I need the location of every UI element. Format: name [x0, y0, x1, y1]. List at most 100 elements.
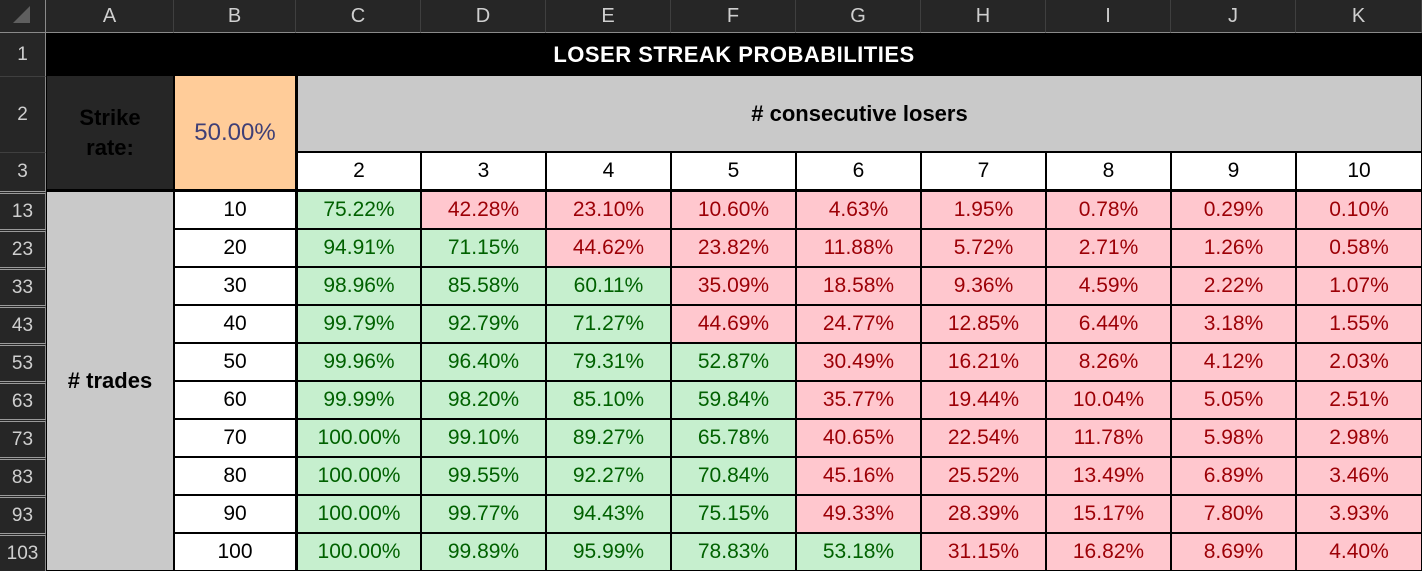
probability-cell[interactable]: 31.15% — [921, 533, 1046, 571]
probability-cell[interactable]: 4.12% — [1171, 343, 1296, 381]
trades-count-cell[interactable]: 80 — [174, 457, 296, 495]
row-header-3[interactable]: 3 — [0, 152, 46, 191]
probability-cell[interactable]: 96.40% — [421, 343, 546, 381]
probability-cell[interactable]: 3.46% — [1296, 457, 1422, 495]
streak-length-header-cell[interactable]: 8 — [1046, 152, 1171, 191]
probability-cell[interactable]: 12.85% — [921, 305, 1046, 343]
row-header-2[interactable]: 2 — [0, 76, 46, 152]
probability-cell[interactable]: 1.95% — [921, 191, 1046, 229]
probability-cell[interactable]: 8.26% — [1046, 343, 1171, 381]
trades-count-cell[interactable]: 70 — [174, 419, 296, 457]
trades-count-cell[interactable]: 10 — [174, 191, 296, 229]
probability-cell[interactable]: 2.98% — [1296, 419, 1422, 457]
probability-cell[interactable]: 10.60% — [671, 191, 796, 229]
probability-cell[interactable]: 24.77% — [796, 305, 921, 343]
row-header-83[interactable]: 83 — [0, 457, 46, 495]
row-header-33[interactable]: 33 — [0, 267, 46, 305]
probability-cell[interactable]: 92.79% — [421, 305, 546, 343]
trades-count-cell[interactable]: 90 — [174, 495, 296, 533]
probability-cell[interactable]: 16.82% — [1046, 533, 1171, 571]
probability-cell[interactable]: 40.65% — [796, 419, 921, 457]
probability-cell[interactable]: 1.55% — [1296, 305, 1422, 343]
probability-cell[interactable]: 11.78% — [1046, 419, 1171, 457]
strike-rate-value-cell[interactable]: 50.00% — [174, 76, 296, 191]
probability-cell[interactable]: 44.62% — [546, 229, 671, 267]
streak-length-header-cell[interactable]: 6 — [796, 152, 921, 191]
probability-cell[interactable]: 16.21% — [921, 343, 1046, 381]
probability-cell[interactable]: 23.10% — [546, 191, 671, 229]
probability-cell[interactable]: 1.26% — [1171, 229, 1296, 267]
probability-cell[interactable]: 22.54% — [921, 419, 1046, 457]
probability-cell[interactable]: 11.88% — [796, 229, 921, 267]
probability-cell[interactable]: 1.07% — [1296, 267, 1422, 305]
streak-length-header-cell[interactable]: 7 — [921, 152, 1046, 191]
probability-cell[interactable]: 3.93% — [1296, 495, 1422, 533]
probability-cell[interactable]: 85.58% — [421, 267, 546, 305]
probability-cell[interactable]: 75.22% — [296, 191, 421, 229]
title-cell[interactable]: LOSER STREAK PROBABILITIES — [46, 33, 1422, 76]
probability-cell[interactable]: 0.78% — [1046, 191, 1171, 229]
probability-cell[interactable]: 18.58% — [796, 267, 921, 305]
probability-cell[interactable]: 9.36% — [921, 267, 1046, 305]
streak-length-header-cell[interactable]: 9 — [1171, 152, 1296, 191]
probability-cell[interactable]: 35.09% — [671, 267, 796, 305]
probability-cell[interactable]: 71.27% — [546, 305, 671, 343]
probability-cell[interactable]: 95.99% — [546, 533, 671, 571]
probability-cell[interactable]: 35.77% — [796, 381, 921, 419]
probability-cell[interactable]: 4.63% — [796, 191, 921, 229]
probability-cell[interactable]: 7.80% — [1171, 495, 1296, 533]
row-header-73[interactable]: 73 — [0, 419, 46, 457]
probability-cell[interactable]: 13.49% — [1046, 457, 1171, 495]
strike-rate-label-cell[interactable]: Strike rate: — [46, 76, 174, 191]
probability-cell[interactable]: 92.27% — [546, 457, 671, 495]
probability-cell[interactable]: 100.00% — [296, 419, 421, 457]
probability-cell[interactable]: 99.89% — [421, 533, 546, 571]
trades-count-cell[interactable]: 100 — [174, 533, 296, 571]
probability-cell[interactable]: 99.10% — [421, 419, 546, 457]
probability-cell[interactable]: 2.51% — [1296, 381, 1422, 419]
probability-cell[interactable]: 2.22% — [1171, 267, 1296, 305]
row-header-103[interactable]: 103 — [0, 533, 46, 571]
column-header-j[interactable]: J — [1171, 0, 1296, 33]
probability-cell[interactable]: 100.00% — [296, 495, 421, 533]
column-header-a[interactable]: A — [46, 0, 174, 33]
column-header-h[interactable]: H — [921, 0, 1046, 33]
probability-cell[interactable]: 98.20% — [421, 381, 546, 419]
column-header-e[interactable]: E — [546, 0, 671, 33]
probability-cell[interactable]: 99.79% — [296, 305, 421, 343]
probability-cell[interactable]: 71.15% — [421, 229, 546, 267]
probability-cell[interactable]: 70.84% — [671, 457, 796, 495]
probability-cell[interactable]: 94.91% — [296, 229, 421, 267]
probability-cell[interactable]: 45.16% — [796, 457, 921, 495]
probability-cell[interactable]: 99.55% — [421, 457, 546, 495]
probability-cell[interactable]: 2.03% — [1296, 343, 1422, 381]
trades-count-cell[interactable]: 30 — [174, 267, 296, 305]
row-header-53[interactable]: 53 — [0, 343, 46, 381]
trades-count-cell[interactable]: 20 — [174, 229, 296, 267]
streak-length-header-cell[interactable]: 5 — [671, 152, 796, 191]
probability-cell[interactable]: 8.69% — [1171, 533, 1296, 571]
probability-cell[interactable]: 5.98% — [1171, 419, 1296, 457]
probability-cell[interactable]: 100.00% — [296, 533, 421, 571]
streak-length-header-cell[interactable]: 4 — [546, 152, 671, 191]
probability-cell[interactable]: 60.11% — [546, 267, 671, 305]
row-header-13[interactable]: 13 — [0, 191, 46, 229]
probability-cell[interactable]: 4.59% — [1046, 267, 1171, 305]
column-header-d[interactable]: D — [421, 0, 546, 33]
row-header-43[interactable]: 43 — [0, 305, 46, 343]
probability-cell[interactable]: 89.27% — [546, 419, 671, 457]
streak-length-header-cell[interactable]: 10 — [1296, 152, 1422, 191]
probability-cell[interactable]: 99.99% — [296, 381, 421, 419]
probability-cell[interactable]: 65.78% — [671, 419, 796, 457]
probability-cell[interactable]: 52.87% — [671, 343, 796, 381]
trades-count-cell[interactable]: 40 — [174, 305, 296, 343]
column-header-g[interactable]: G — [796, 0, 921, 33]
column-header-i[interactable]: I — [1046, 0, 1171, 33]
probability-cell[interactable]: 6.89% — [1171, 457, 1296, 495]
probability-cell[interactable]: 2.71% — [1046, 229, 1171, 267]
probability-cell[interactable]: 78.83% — [671, 533, 796, 571]
probability-cell[interactable]: 23.82% — [671, 229, 796, 267]
probability-cell[interactable]: 15.17% — [1046, 495, 1171, 533]
probability-cell[interactable]: 99.77% — [421, 495, 546, 533]
probability-cell[interactable]: 4.40% — [1296, 533, 1422, 571]
